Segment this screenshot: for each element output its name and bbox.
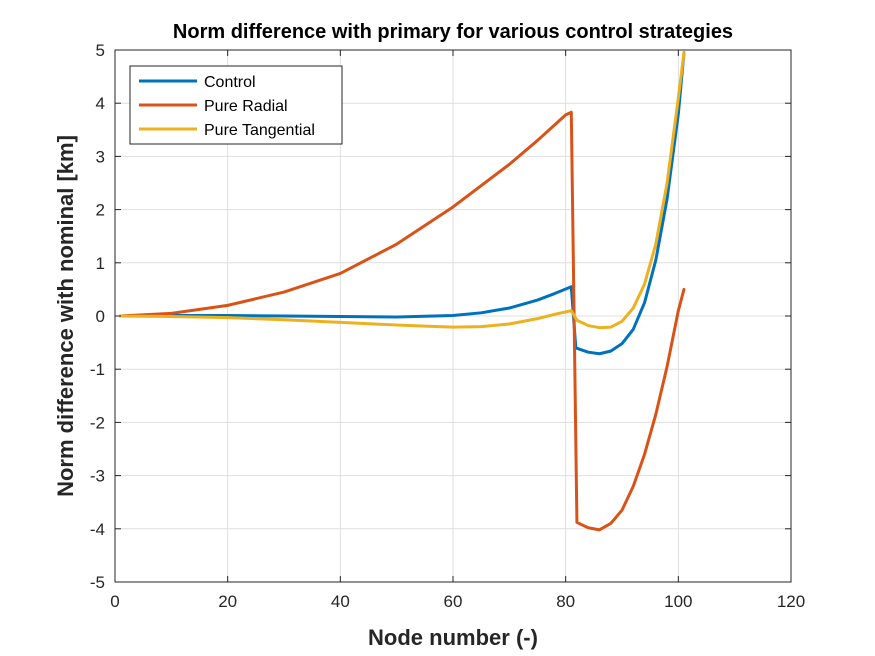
- x-tick-label: 120: [777, 592, 805, 611]
- legend-entries: Control Pure Radial Pure Tangential: [139, 74, 315, 139]
- legend-label: Pure Tangential: [204, 122, 315, 139]
- y-axis-label: Norm difference with nominal [km]: [53, 135, 78, 497]
- y-tick-label: 4: [96, 94, 105, 113]
- y-tick-label: 0: [96, 307, 105, 326]
- y-tick-label: 2: [96, 201, 105, 220]
- series-line-control: [119, 51, 686, 356]
- x-tick-label: 80: [556, 592, 575, 611]
- y-tick-label: -3: [90, 467, 105, 486]
- series-line-pure-tangential: [119, 51, 686, 330]
- x-tick-label: 40: [331, 592, 350, 611]
- series-layer: [119, 51, 686, 532]
- y-tick-label: -5: [90, 573, 105, 592]
- x-tick-label: 100: [664, 592, 692, 611]
- y-tick-label: 5: [96, 41, 105, 60]
- x-axis-label: Node number (-): [368, 625, 538, 650]
- y-tick-label: 1: [96, 254, 105, 273]
- legend: Control Pure Radial Pure Tangential: [129, 65, 343, 145]
- x-tick-label: 0: [110, 592, 119, 611]
- y-tick-label: -1: [90, 360, 105, 379]
- tick-layer: 0 20 40 60 80 100 120 -5 -4 -3 -2 -1 0 1 2 3 4 5: [90, 41, 805, 611]
- chart-title: Norm difference with primary for various…: [173, 21, 733, 43]
- legend-label: Control: [204, 74, 256, 91]
- x-tick-label: 60: [444, 592, 463, 611]
- y-tick-label: 3: [96, 147, 105, 166]
- legend-label: Pure Radial: [204, 98, 288, 115]
- y-tick-label: -2: [90, 413, 105, 432]
- x-tick-label: 20: [218, 592, 237, 611]
- y-tick-label: -4: [90, 520, 105, 539]
- series-line-pure-radial: [119, 110, 686, 532]
